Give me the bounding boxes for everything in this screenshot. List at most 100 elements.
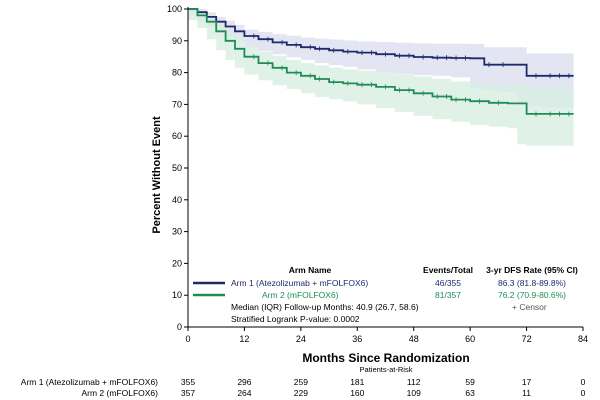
censor-mark-arm2 xyxy=(369,82,374,88)
curve-arm1 xyxy=(188,8,574,77)
risk-value: 160 xyxy=(350,388,364,398)
survival-curves xyxy=(188,8,574,115)
legend-arm2-name: Arm 2 (mFOLFOX6) xyxy=(262,290,339,300)
censor-mark-arm2 xyxy=(331,79,336,85)
censor-mark-arm2 xyxy=(397,87,402,93)
censor-mark-arm1 xyxy=(294,42,299,48)
censor-mark-arm2 xyxy=(421,90,426,96)
y-tick-label: 60 xyxy=(172,131,182,141)
censor-mark-arm1 xyxy=(251,33,256,39)
censor-mark-arm1 xyxy=(383,51,388,57)
x-tick-label: 48 xyxy=(409,334,419,344)
risk-value: 109 xyxy=(407,388,421,398)
x-tick-label: 84 xyxy=(578,334,588,344)
censor-mark-arm1 xyxy=(435,55,440,61)
censor-mark-arm1 xyxy=(454,55,459,61)
y-tick-label: 90 xyxy=(172,36,182,46)
censor-mark-arm2 xyxy=(454,97,459,103)
y-tick-label: 80 xyxy=(172,68,182,78)
y-axis-label: Percent Without Event xyxy=(151,116,163,234)
censor-mark-arm2 xyxy=(308,73,313,79)
x-tick-label: 12 xyxy=(239,334,249,344)
censor-mark-arm1 xyxy=(359,50,364,56)
legend-header-events: Events/Total xyxy=(423,265,473,275)
legend-arm1-events: 46/355 xyxy=(435,278,461,288)
censor-mark-arm1 xyxy=(486,62,491,68)
y-tick-label: 40 xyxy=(172,195,182,205)
risk-value: 63 xyxy=(465,388,475,398)
censor-mark-arm2 xyxy=(548,111,553,117)
x-tick-label: 60 xyxy=(465,334,475,344)
censor-mark-arm2 xyxy=(496,100,501,106)
y-tick-label: 70 xyxy=(172,99,182,109)
censor-mark-arm1 xyxy=(566,73,571,79)
risk-value: 112 xyxy=(407,377,421,387)
censor-mark-arm2 xyxy=(477,98,482,104)
censor-mark-arm1 xyxy=(548,73,553,79)
censor-mark-arm1 xyxy=(331,47,336,53)
censor-mark-arm1 xyxy=(501,62,506,68)
risk-value: 181 xyxy=(350,377,364,387)
risk-table-title: Patients-at-Risk xyxy=(360,365,413,374)
y-tick-label: 50 xyxy=(172,163,182,173)
censor-mark-arm2 xyxy=(383,84,388,90)
ci-band-arm2 xyxy=(188,9,574,146)
curve-arm2 xyxy=(188,8,574,115)
y-tick-label: 100 xyxy=(167,4,182,14)
risk-row-label-arm2: Arm 2 (mFOLFOX6) xyxy=(81,388,158,398)
censor-mark-arm2 xyxy=(557,111,562,117)
censor-mark-arm2 xyxy=(280,65,285,71)
risk-values: 355 296 259 181 112 59 17 0 357 264 229 160 109 63 11 0 xyxy=(181,377,586,398)
risk-value: 264 xyxy=(237,388,251,398)
legend-followup: Median (IQR) Follow-up Months: 40.9 (26.… xyxy=(231,302,419,312)
risk-value: 59 xyxy=(465,377,475,387)
risk-row-label-arm1: Arm 1 (Atezolizumab + mFOLFOX6) xyxy=(21,377,158,387)
risk-value: 296 xyxy=(237,377,251,387)
censor-mark-arm2 xyxy=(435,93,440,99)
legend-arm2-events: 81/357 xyxy=(435,290,461,300)
censor-mark-arm1 xyxy=(463,55,468,61)
risk-value: 259 xyxy=(294,377,308,387)
ci-bands xyxy=(188,9,574,146)
x-tick-label: 36 xyxy=(352,334,362,344)
censor-mark-arm2 xyxy=(407,87,412,93)
legend-header-arm: Arm Name xyxy=(289,265,332,275)
censor-mark-arm1 xyxy=(444,55,449,61)
censor-mark-arm1 xyxy=(407,53,412,59)
risk-value: 357 xyxy=(181,388,195,398)
censor-marks xyxy=(251,33,571,117)
legend: Arm Name Events/Total 3-yr DFS Rate (95%… xyxy=(193,265,578,324)
y-tick-label: 10 xyxy=(172,290,182,300)
censor-mark-arm2 xyxy=(359,82,364,88)
censor-mark-arm2 xyxy=(251,54,256,60)
censor-mark-arm1 xyxy=(265,36,270,42)
censor-mark-arm2 xyxy=(294,70,299,76)
censor-mark-arm2 xyxy=(463,97,468,103)
legend-pvalue: Stratified Logrank P-value: 0.0002 xyxy=(231,314,360,324)
censor-mark-arm2 xyxy=(566,111,571,117)
risk-value: 11 xyxy=(522,388,531,398)
y-tick-label: 0 xyxy=(177,322,182,332)
risk-value: 355 xyxy=(181,377,195,387)
censor-mark-arm2 xyxy=(345,80,350,86)
risk-value: 0 xyxy=(581,377,586,387)
censor-mark-arm1 xyxy=(397,53,402,59)
censor-mark-arm2 xyxy=(265,60,270,66)
legend-censor: + Censor xyxy=(512,302,547,312)
risk-table: Patients-at-Risk Arm 1 (Atezolizumab + m… xyxy=(21,365,586,398)
risk-value: 17 xyxy=(522,377,532,387)
censor-mark-arm2 xyxy=(444,93,449,99)
x-axis-label: Months Since Randomization xyxy=(302,351,469,365)
legend-header-rate: 3-yr DFS Rate (95% CI) xyxy=(486,265,578,275)
x-tick-label: 72 xyxy=(522,334,532,344)
axes: 0 10 20 30 40 50 60 70 80 90 100 0 12 24 36 48 60 72 84 xyxy=(167,4,588,344)
censor-mark-arm1 xyxy=(533,73,538,79)
censor-mark-arm1 xyxy=(280,39,285,45)
y-tick-label: 20 xyxy=(172,258,182,268)
x-tick-label: 24 xyxy=(296,334,306,344)
risk-value: 229 xyxy=(294,388,308,398)
x-tick-label: 0 xyxy=(185,334,190,344)
y-tick-label: 30 xyxy=(172,227,182,237)
censor-mark-arm1 xyxy=(345,49,350,55)
